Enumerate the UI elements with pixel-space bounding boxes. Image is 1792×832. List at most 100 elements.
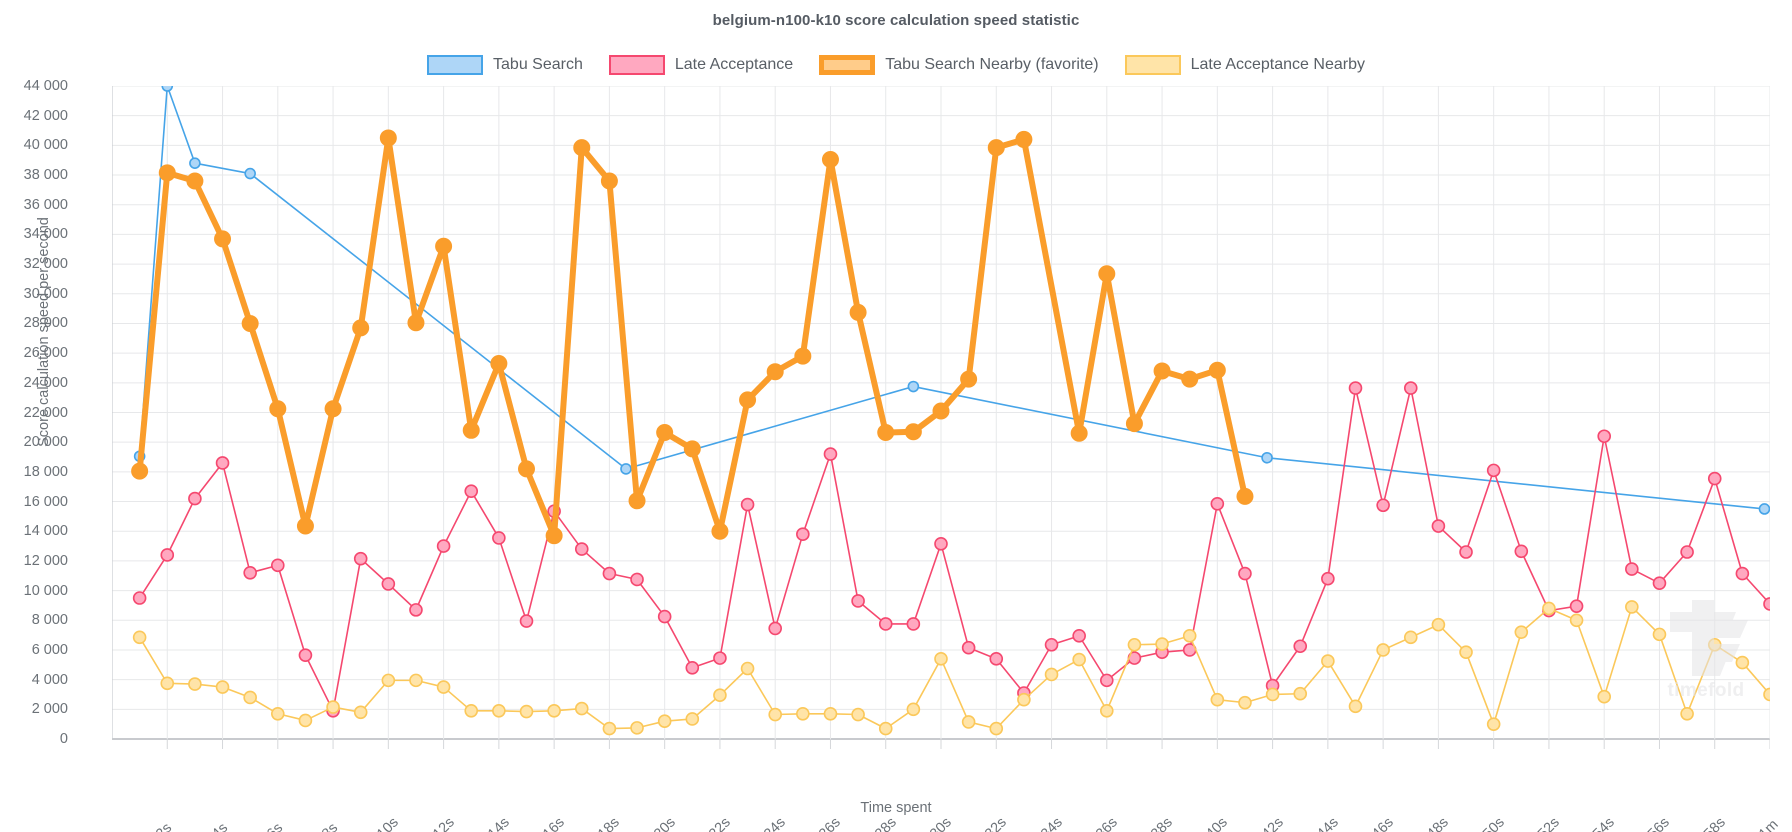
data-point — [1182, 629, 1197, 643]
data-point — [161, 86, 174, 92]
y-tick-label: 24 000 — [23, 374, 68, 391]
data-point — [352, 319, 370, 337]
data-point — [1403, 630, 1418, 645]
y-tick-label: 30 000 — [23, 285, 68, 302]
legend-item-3[interactable]: Late Acceptance Nearby — [1124, 55, 1365, 75]
data-point — [1376, 498, 1390, 513]
x-tick-label: 14s — [484, 814, 513, 832]
data-point — [462, 421, 480, 439]
data-point — [492, 531, 506, 545]
data-point — [1514, 625, 1529, 639]
data-point — [1376, 643, 1390, 657]
x-tick-label: 6s — [263, 820, 286, 832]
data-point — [435, 237, 453, 255]
data-point — [1459, 545, 1473, 559]
data-point — [713, 651, 727, 665]
data-point — [243, 565, 257, 580]
data-point — [1735, 655, 1750, 670]
data-point — [1293, 639, 1308, 654]
legend-label-3: Late Acceptance Nearby — [1190, 56, 1365, 73]
data-point — [906, 702, 921, 717]
x-tick-label: 2s — [153, 820, 176, 832]
data-point — [131, 462, 149, 480]
data-point — [1070, 424, 1088, 442]
data-point — [1261, 451, 1273, 464]
data-point — [685, 660, 700, 675]
legend-swatch-0 — [427, 55, 484, 75]
data-point — [1017, 692, 1031, 707]
data-point — [1153, 362, 1171, 380]
data-point — [188, 491, 202, 506]
data-point — [324, 400, 342, 418]
data-point — [602, 721, 617, 736]
data-point — [1348, 699, 1363, 714]
data-point — [904, 423, 922, 441]
data-point — [1707, 471, 1722, 486]
data-point — [602, 566, 617, 581]
data-point — [630, 721, 644, 735]
data-point — [766, 363, 784, 381]
data-point — [961, 715, 976, 729]
data-point — [545, 527, 563, 545]
data-point — [685, 712, 700, 726]
data-point — [1486, 717, 1501, 731]
legend-item-0[interactable]: Tabu Search — [427, 55, 583, 75]
x-tick-label: 32s — [982, 814, 1011, 832]
data-point — [1321, 571, 1335, 586]
data-point — [906, 617, 921, 631]
y-tick-label: 14 000 — [23, 523, 68, 540]
data-point — [215, 456, 230, 470]
data-point — [298, 648, 313, 662]
data-point — [656, 424, 674, 442]
data-point — [683, 440, 701, 458]
y-tick-label: 42 000 — [23, 107, 68, 124]
data-point — [269, 400, 287, 418]
data-point — [407, 314, 425, 332]
y-tick-label: 32 000 — [23, 256, 68, 273]
data-point — [989, 721, 1004, 736]
legend-item-1[interactable]: Late Acceptance — [608, 55, 794, 75]
x-tick-label: 18s — [595, 814, 624, 832]
y-tick-label: 10 000 — [23, 582, 68, 599]
data-point — [907, 380, 920, 393]
x-tick-label: 36s — [1092, 814, 1121, 832]
y-tick-label: 28 000 — [23, 315, 68, 332]
data-point — [1625, 600, 1639, 614]
data-point — [1181, 370, 1199, 388]
data-point — [1348, 381, 1363, 395]
data-point — [768, 707, 783, 722]
data-point — [1208, 361, 1226, 379]
series-line-3 — [138, 606, 1770, 730]
data-point — [1403, 381, 1418, 395]
legend-swatch-2 — [819, 55, 876, 75]
plot-area: 0 2 000 4 000 6 000 8 000 10 000 12 000 14 000 1… — [24, 78, 1782, 832]
data-point — [1680, 545, 1694, 559]
data-point — [518, 460, 535, 478]
series-line-2 — [136, 134, 1248, 539]
data-point — [1127, 637, 1142, 652]
legend-item-2[interactable]: Tabu Search Nearby (favorite) — [819, 55, 1099, 75]
data-point — [1099, 704, 1114, 718]
y-tick-label: 44 000 — [23, 78, 68, 94]
data-point — [851, 707, 865, 722]
data-point — [739, 391, 757, 409]
data-point — [823, 447, 838, 461]
series-line-0 — [138, 86, 1766, 510]
data-point — [436, 680, 451, 694]
data-point — [740, 497, 755, 512]
data-point — [1099, 673, 1114, 688]
data-point — [492, 704, 506, 718]
data-point — [934, 652, 948, 666]
data-point — [1625, 562, 1639, 576]
x-tick-label: 10s — [374, 814, 403, 832]
data-point — [160, 676, 175, 691]
data-point — [409, 673, 423, 688]
data-point — [878, 721, 893, 736]
x-tick-label: 50s — [1479, 814, 1508, 832]
data-point — [987, 139, 1005, 157]
data-point — [1763, 687, 1770, 702]
legend-label-1: Late Acceptance — [674, 56, 794, 73]
data-point — [630, 572, 644, 587]
data-point — [821, 150, 839, 168]
